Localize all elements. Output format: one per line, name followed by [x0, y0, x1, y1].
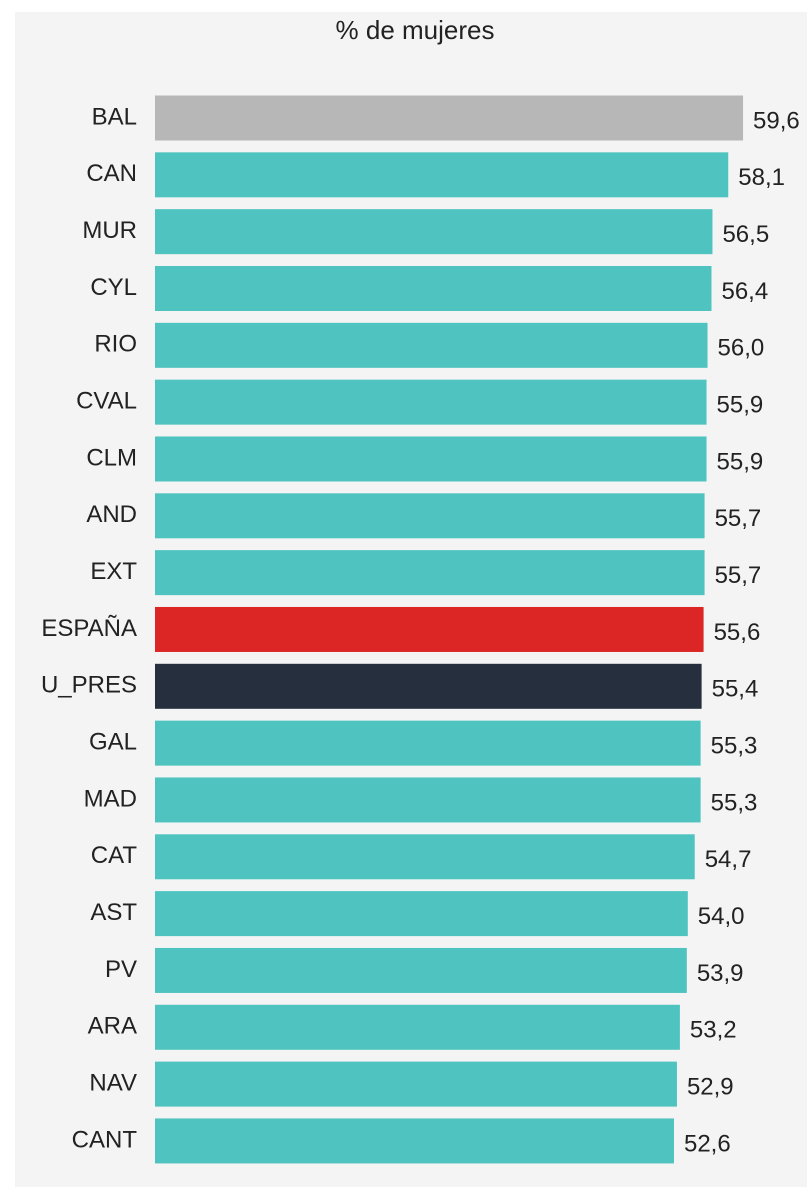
- category-label: CAT: [91, 842, 138, 869]
- category-label: CLM: [86, 444, 137, 471]
- category-label: CVAL: [76, 387, 137, 414]
- value-label: 52,9: [687, 1073, 734, 1100]
- category-label: CANT: [72, 1126, 138, 1153]
- bar: [155, 209, 713, 255]
- bar: [155, 1004, 680, 1050]
- value-label: 54,0: [698, 903, 745, 930]
- bar: [155, 891, 688, 937]
- bar: [155, 834, 695, 880]
- bar: [155, 1061, 677, 1107]
- value-label: 55,6: [714, 619, 761, 646]
- bar: [155, 322, 708, 368]
- value-label: 56,4: [721, 278, 768, 305]
- bar: [155, 777, 701, 823]
- category-label: CYL: [90, 274, 137, 301]
- category-label: U_PRES: [41, 672, 137, 699]
- bar: [155, 436, 707, 482]
- value-label: 59,6: [753, 107, 800, 134]
- bar: [155, 379, 707, 425]
- bar: [155, 95, 744, 141]
- bar: [155, 550, 705, 596]
- value-label: 53,2: [690, 1017, 737, 1044]
- value-label: 56,5: [722, 221, 769, 248]
- value-label: 56,0: [718, 335, 765, 362]
- value-label: 55,7: [715, 505, 762, 532]
- bar: [155, 663, 702, 709]
- category-label: ESPAÑA: [41, 615, 137, 642]
- value-label: 58,1: [738, 164, 785, 191]
- value-label: 55,9: [717, 448, 764, 475]
- category-label: MUR: [82, 217, 137, 244]
- category-label: MAD: [84, 785, 137, 812]
- bar: [155, 947, 687, 993]
- value-label: 54,7: [705, 846, 752, 873]
- value-label: 55,3: [711, 732, 758, 759]
- category-label: BAL: [92, 103, 137, 130]
- bar: [155, 720, 701, 766]
- bar: [155, 265, 712, 311]
- value-label: 53,9: [697, 960, 744, 987]
- category-label: ARA: [88, 1013, 137, 1040]
- value-label: 55,4: [712, 676, 759, 703]
- category-label: GAL: [89, 728, 137, 755]
- value-label: 55,7: [715, 562, 762, 589]
- bar: [155, 152, 729, 198]
- category-label: NAV: [89, 1069, 137, 1096]
- bar: [155, 606, 704, 652]
- category-label: PV: [105, 956, 137, 983]
- category-label: AST: [90, 899, 137, 926]
- category-label: RIO: [94, 331, 137, 358]
- bar: [155, 493, 705, 539]
- value-label: 55,9: [717, 391, 764, 418]
- chart-title: % de mujeres: [336, 15, 495, 45]
- category-label: CAN: [86, 160, 137, 187]
- category-label: EXT: [90, 558, 137, 585]
- value-label: 55,3: [711, 789, 758, 816]
- bar: [155, 1118, 674, 1164]
- value-label: 52,6: [684, 1130, 731, 1157]
- category-label: AND: [86, 501, 137, 528]
